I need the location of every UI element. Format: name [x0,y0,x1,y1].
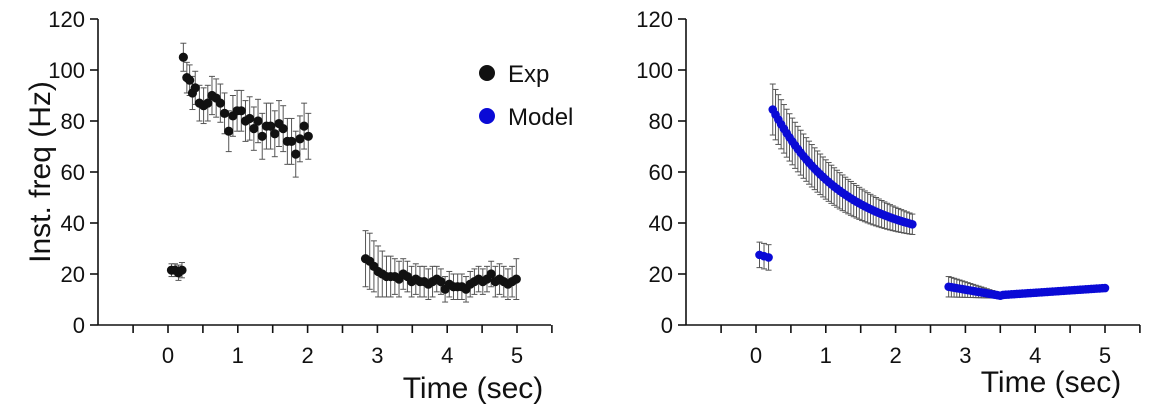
legend-exp-label: Exp [508,61,549,88]
right-x-tick-label: 5 [1099,343,1111,368]
data-point-exp [215,98,225,108]
left-y-tick-label: 60 [61,160,85,185]
data-point-exp [295,134,305,144]
data-point-exp [303,131,313,141]
data-point-exp [203,98,213,108]
data-point-exp [245,113,255,124]
data-point-exp [224,126,234,136]
data-point-model [908,219,917,229]
data-point-exp [236,106,246,116]
data-point-exp [278,124,288,134]
left-y-axis-title: Inst. freq (Hz) [24,81,57,263]
right-y-tick-label: 0 [661,313,673,338]
right-axes: 0 20 40 60 80 100 120 0 1 2 3 4 5 [636,7,1141,368]
left-y-tick-label: 100 [48,58,85,83]
right-x-tick-label: 2 [889,343,901,368]
right-y-tick-label: 20 [649,262,673,287]
left-y-tick-label: 20 [61,262,85,287]
legend-model-label: Model [508,104,573,131]
data-point-exp [253,116,263,126]
left-chart-panel: Inst. freq (Hz) Time (sec) Exp Model 020… [24,7,573,405]
left-y-tick-label: 40 [61,211,85,236]
right-x-tick-label: 3 [959,343,971,368]
data-point-exp [266,121,276,131]
right-x-tick-label: 4 [1029,343,1041,368]
left-x-tick-label: 0 [162,343,174,368]
left-axes: 0 20 40 60 80 100 120 0 1 2 3 4 5 [48,7,553,368]
data-point-exp [257,131,267,141]
left-y-tick-label: 120 [48,7,85,32]
data-point-exp [190,83,200,93]
data-point-model [1100,283,1110,293]
right-y-tick-label: 40 [649,211,673,236]
left-x-tick-label: 3 [371,343,383,368]
data-point-exp [177,265,187,275]
data-point-exp [486,269,496,279]
legend-exp-marker [479,65,495,81]
right-x-axis-title: Time (sec) [981,366,1122,399]
data-point-exp [511,274,521,284]
series-model [755,83,1110,300]
data-point-model [764,253,773,262]
right-chart-panel: Time (sec) 0 20 40 60 80 100 120 0 1 2 3 4 5 [636,7,1141,399]
right-y-tick-label: 100 [636,58,673,83]
left-x-tick-label: 1 [232,343,244,368]
data-point-exp [185,75,195,85]
left-y-tick-label: 0 [73,313,85,338]
series-exp [166,42,521,303]
data-point-exp [249,124,259,134]
left-x-tick-label: 2 [301,343,313,368]
data-point-exp [270,129,280,139]
data-point-exp [436,277,446,287]
right-x-tick-label: 1 [820,343,832,368]
legend: Exp Model [479,61,573,131]
right-y-tick-label: 120 [636,7,673,32]
right-y-tick-label: 80 [649,109,673,134]
legend-model-marker [479,108,495,124]
left-x-tick-label: 5 [511,343,523,368]
data-point-exp [219,108,230,118]
data-point-exp [299,121,309,131]
left-x-axis-title: Time (sec) [403,372,544,405]
right-x-tick-label: 0 [750,343,762,368]
data-point-exp [291,149,301,159]
data-point-exp [286,136,297,146]
data-point-exp [178,52,188,62]
left-x-tick-label: 4 [441,343,453,368]
left-y-tick-label: 80 [61,109,85,134]
right-y-tick-label: 60 [649,160,673,185]
